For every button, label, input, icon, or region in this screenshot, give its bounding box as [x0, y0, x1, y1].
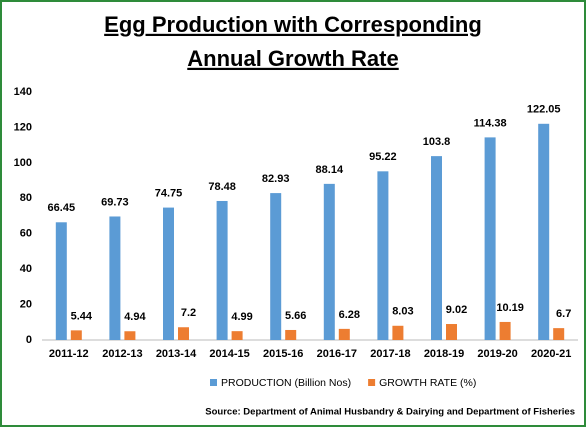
y-tick-label: 60 [20, 228, 32, 240]
chart-title: Egg Production with Corresponding [104, 12, 482, 37]
bar [231, 331, 243, 340]
bar [323, 183, 335, 340]
data-label: 6.7 [556, 308, 571, 320]
data-label: 6.28 [339, 309, 360, 321]
x-tick-label: 2019-20 [477, 348, 517, 360]
data-label: 5.44 [71, 310, 93, 322]
x-tick-label: 2018-19 [424, 348, 464, 360]
bar [124, 331, 136, 340]
x-tick-label: 2012-13 [102, 348, 142, 360]
bar [338, 328, 350, 340]
data-label: 8.03 [392, 306, 413, 318]
bar [163, 207, 174, 340]
bar [70, 330, 82, 340]
bar [392, 325, 404, 340]
data-label: 74.75 [155, 187, 183, 199]
bar [55, 222, 67, 340]
bar [178, 327, 189, 340]
bar [216, 200, 228, 340]
x-tick-label: 2011-12 [49, 348, 89, 360]
bar [446, 324, 457, 340]
data-label: 95.22 [369, 151, 397, 163]
x-tick-label: 2017-18 [370, 348, 410, 360]
data-label: 7.2 [181, 307, 196, 319]
bar [538, 123, 550, 340]
y-tick-label: 80 [20, 192, 32, 204]
chart-title: Annual Growth Rate [187, 46, 398, 71]
bar [553, 328, 565, 340]
y-tick-label: 100 [14, 157, 32, 169]
x-tick-label: 2015-16 [263, 348, 303, 360]
data-label: 78.48 [208, 181, 236, 193]
y-tick-label: 0 [26, 334, 32, 346]
data-label: 69.73 [101, 196, 129, 208]
data-label: 122.05 [527, 104, 561, 116]
data-label: 103.8 [423, 136, 451, 148]
data-label: 10.19 [496, 302, 524, 314]
legend-label: PRODUCTION (Billion Nos) [221, 377, 351, 389]
bar [109, 216, 121, 340]
legend-label: GROWTH RATE (%) [379, 377, 476, 389]
bar [285, 329, 297, 340]
data-label: 66.45 [48, 202, 76, 214]
data-label: 9.02 [446, 304, 467, 316]
bar [431, 156, 442, 340]
y-tick-label: 20 [20, 298, 32, 310]
bar [270, 193, 282, 340]
bar [377, 171, 389, 340]
y-tick-label: 40 [20, 263, 32, 275]
x-tick-label: 2016-17 [317, 348, 357, 360]
bar [499, 321, 511, 340]
x-tick-label: 2013-14 [156, 348, 197, 360]
data-label: 82.93 [262, 173, 290, 185]
data-label: 88.14 [316, 164, 344, 176]
data-label: 4.99 [231, 311, 252, 323]
bar [484, 137, 496, 340]
y-tick-label: 120 [14, 121, 32, 133]
x-tick-label: 2014-15 [209, 348, 249, 360]
data-label: 4.94 [124, 311, 146, 323]
legend-swatch [210, 379, 217, 386]
data-label: 5.66 [285, 310, 306, 322]
data-label: 114.38 [474, 117, 507, 129]
legend-swatch [368, 379, 376, 386]
x-tick-label: 2020-21 [531, 348, 571, 360]
source-note: Source: Department of Animal Husbandry &… [205, 407, 575, 418]
y-tick-label: 140 [14, 86, 32, 98]
